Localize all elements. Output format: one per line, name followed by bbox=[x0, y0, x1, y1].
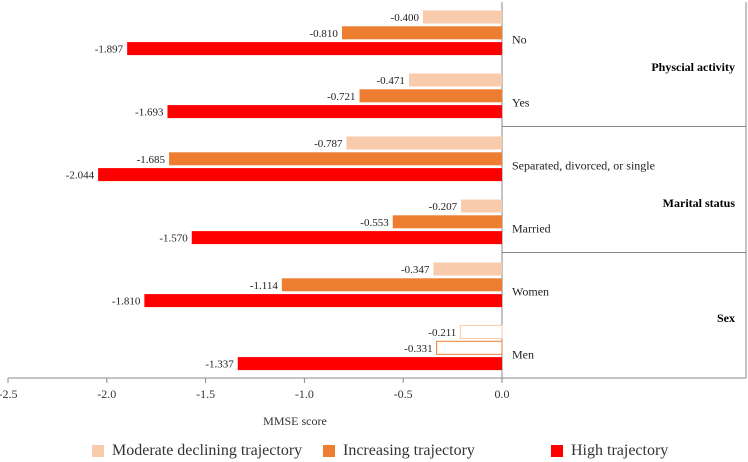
legend-item-moderate: Moderate declining trajectory bbox=[92, 442, 302, 460]
bar-men-increasing bbox=[436, 340, 503, 355]
bar-separated-divorced-or-single-moderate bbox=[346, 136, 502, 150]
x-tick-label-0: -2.5 bbox=[0, 387, 18, 401]
x-tick-label-4: -0.5 bbox=[394, 387, 413, 401]
group-label-1: Physcial activity bbox=[651, 60, 735, 74]
chart: -2.5 -2.0 -1.5 -1.0 -0.5 0.0 MMSE score -0.400 -… bbox=[0, 2, 747, 428]
bar-yes-moderate-label: -0.471 bbox=[377, 75, 405, 87]
bar-married-moderate bbox=[461, 199, 502, 213]
legend-item-high: High trajectory bbox=[551, 442, 668, 460]
legend-swatch-increasing bbox=[323, 445, 335, 457]
bar-women-moderate bbox=[433, 262, 502, 276]
legend-swatch-moderate bbox=[92, 445, 104, 457]
legend-label-increasing: Increasing trajectory bbox=[343, 442, 475, 459]
bar-yes-moderate bbox=[408, 73, 502, 87]
x-tick-label-3: -1.0 bbox=[295, 387, 314, 401]
legend-label-high: High trajectory bbox=[571, 442, 669, 459]
bar-no-moderate bbox=[422, 10, 502, 24]
bar-men-moderate-label: -0.211 bbox=[428, 327, 456, 339]
bar-separated-divorced-or-single-high bbox=[98, 168, 503, 182]
bar-yes-increasing bbox=[359, 89, 502, 103]
bar-married-high-label: -1.570 bbox=[159, 233, 188, 245]
x-axis-title: MMSE score bbox=[263, 414, 327, 428]
bar-married-increasing bbox=[392, 215, 502, 229]
bar-separated-divorced-or-single-increasing bbox=[169, 152, 502, 166]
legend: Moderate declining trajectory Increasing… bbox=[0, 442, 748, 462]
legend-swatch-high bbox=[551, 445, 563, 457]
category-label-4: Married bbox=[512, 222, 551, 236]
legend-label-moderate: Moderate declining trajectory bbox=[112, 442, 303, 459]
bar-women-moderate-label: -0.347 bbox=[401, 264, 430, 276]
bar-women-increasing-label: -1.114 bbox=[250, 280, 279, 292]
category-label-3: Separated, divorced, or single bbox=[512, 159, 655, 173]
bar-women-increasing bbox=[281, 278, 502, 292]
bar-married-moderate-label: -0.207 bbox=[429, 201, 458, 213]
bar-men-high-label: -1.337 bbox=[205, 359, 234, 371]
bar-women-high-label: -1.810 bbox=[112, 296, 141, 308]
bar-married-high bbox=[191, 231, 502, 245]
bar-yes-high bbox=[167, 105, 502, 119]
category-label-1: No bbox=[512, 33, 527, 47]
x-tick-label-2: -1.5 bbox=[196, 387, 215, 401]
bar-yes-increasing-label: -0.721 bbox=[327, 91, 355, 103]
x-tick-label-5: 0.0 bbox=[495, 387, 510, 401]
legend-item-increasing: Increasing trajectory bbox=[323, 442, 475, 460]
category-label-6: Men bbox=[512, 348, 534, 362]
group-label-3: Sex bbox=[717, 311, 735, 325]
x-tick-label-1: -2.0 bbox=[97, 387, 116, 401]
category-label-2: Yes bbox=[512, 96, 530, 110]
bar-no-moderate-label: -0.400 bbox=[391, 12, 420, 24]
bar-separated-divorced-or-single-moderate-label: -0.787 bbox=[314, 138, 343, 150]
bar-no-increasing-label: -0.810 bbox=[310, 28, 339, 40]
bar-men-increasing-label: -0.331 bbox=[404, 343, 432, 355]
bar-men-moderate bbox=[459, 325, 503, 339]
bar-separated-divorced-or-single-high-label: -2.044 bbox=[66, 170, 95, 182]
group-label-2: Marital status bbox=[663, 196, 736, 210]
bar-no-increasing bbox=[341, 26, 502, 40]
bar-married-increasing-label: -0.553 bbox=[360, 217, 389, 229]
bar-women-high bbox=[144, 294, 502, 308]
bar-no-high-label: -1.897 bbox=[95, 44, 124, 56]
bar-men-high bbox=[237, 357, 502, 371]
bar-separated-divorced-or-single-increasing-label: -1.685 bbox=[137, 154, 166, 166]
category-label-5: Women bbox=[512, 285, 549, 299]
bar-no-high bbox=[127, 42, 502, 56]
bar-yes-high-label: -1.693 bbox=[135, 107, 164, 119]
